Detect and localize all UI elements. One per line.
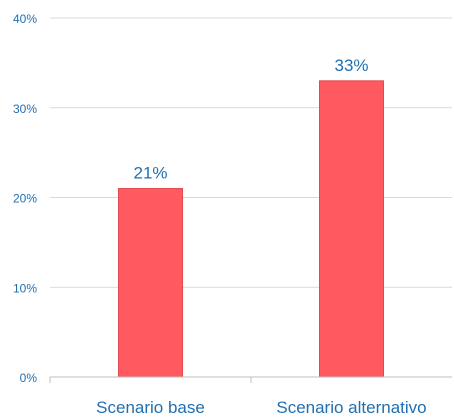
y-tick-label: 40% [13,12,37,26]
category-labels: Scenario base Scenario alternativo [96,398,426,417]
bars [118,80,384,378]
data-label: 33% [334,56,368,75]
value-labels: 21% 33% [133,56,368,183]
y-tick-label: 20% [13,192,37,206]
x-axis [49,376,452,383]
category-label: Scenario alternativo [276,398,426,417]
data-label: 21% [133,164,167,183]
y-tick-label: 30% [13,102,37,116]
bar [319,80,384,378]
y-axis-ticks: 0% 10% 20% 30% 40% [13,12,37,385]
y-tick-label: 10% [13,281,37,295]
bar [118,188,183,378]
y-tick-label: 0% [20,371,38,385]
category-label: Scenario base [96,398,205,417]
gridlines [50,17,452,288]
